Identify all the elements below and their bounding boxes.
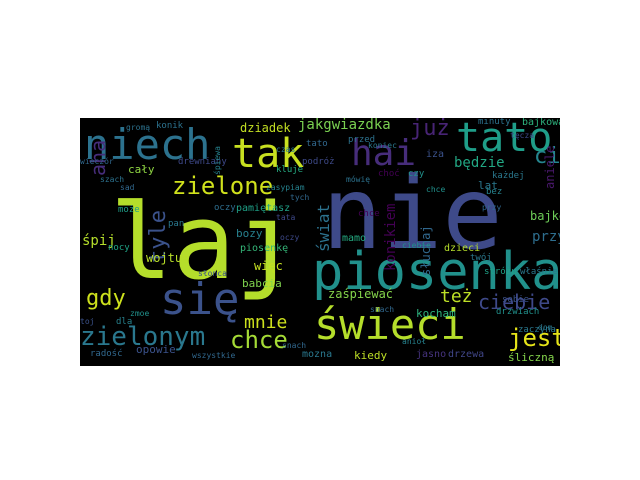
cloud-word: świat <box>316 204 332 252</box>
cloud-word: wszystkie <box>192 352 235 360</box>
cloud-word: dziadek <box>240 122 291 134</box>
cloud-word: mozna <box>302 350 332 360</box>
cloud-word: dla <box>116 318 132 327</box>
cloud-word: bajkowa <box>522 118 560 128</box>
cloud-word: aniele <box>544 146 556 189</box>
cloud-word: chce <box>358 210 380 219</box>
cloud-word: właśnie <box>520 268 558 277</box>
cloud-word: choć <box>378 170 400 179</box>
cloud-word: gdy <box>86 288 126 310</box>
cloud-word: słuchaj <box>420 226 432 277</box>
cloud-word: twój <box>470 254 492 263</box>
cloud-word: chce <box>426 186 445 194</box>
cloud-word: snach <box>370 306 394 314</box>
cloud-word: mnie <box>244 314 287 332</box>
cloud-word: dom <box>538 324 552 332</box>
cloud-word: podróż <box>302 158 335 167</box>
cloud-word: jasno <box>416 350 446 360</box>
cloud-word: konik <box>156 122 183 131</box>
cloud-word: cały <box>128 164 155 175</box>
cloud-word: piosenkę <box>240 244 288 254</box>
cloud-word: czy <box>408 170 424 179</box>
word-cloud: laj nie piosenka świeci niech tak hai tato się zi… <box>80 118 560 366</box>
cloud-word: tęcza <box>510 132 534 140</box>
cloud-word: oczy <box>280 234 299 242</box>
cloud-word: zmoe <box>130 310 149 318</box>
cloud-word: każdej <box>492 172 525 181</box>
cloud-word: tych <box>290 194 309 202</box>
cloud-word: kluje <box>276 166 303 175</box>
cloud-word: bozy <box>236 228 263 239</box>
cloud-word: bajkę <box>530 210 560 222</box>
cloud-word: wieczór <box>80 158 114 166</box>
cloud-word: ciebie <box>402 242 431 250</box>
cloud-word: opowie <box>136 344 176 355</box>
cloud-word: zielone <box>172 174 273 198</box>
cloud-word: babcia <box>242 278 282 289</box>
cloud-word: snach <box>282 342 306 350</box>
cloud-word: oczy <box>214 204 236 213</box>
cloud-word: iza <box>426 150 444 160</box>
cloud-word: stróżu <box>484 268 517 277</box>
cloud-word: śliczną <box>508 352 554 363</box>
cloud-word: konikiem <box>384 204 398 271</box>
cloud-word: drzewa <box>448 350 484 360</box>
cloud-word: sobie <box>502 296 529 305</box>
cloud-word: anioł <box>402 338 426 346</box>
cloud-word: się <box>160 278 239 322</box>
cloud-word: śpiewa <box>214 146 222 175</box>
cloud-word: zaśpiewać <box>328 288 393 300</box>
cloud-word: drzwiach <box>496 308 539 317</box>
cloud-word: zasypiam <box>266 184 305 192</box>
cloud-word: tata <box>276 214 295 222</box>
cloud-word: kiedy <box>354 350 387 361</box>
cloud-word: nocy <box>108 244 130 253</box>
cloud-word: może <box>118 206 140 215</box>
cloud-word: przy <box>482 204 501 212</box>
cloud-word: tato <box>306 140 328 149</box>
cloud-word: pan <box>168 220 184 229</box>
cloud-word: będzie <box>454 156 505 170</box>
cloud-word: toj <box>80 318 94 326</box>
cloud-word: jakgwiazdka <box>298 118 391 132</box>
cloud-word: czas <box>276 146 295 154</box>
cloud-word: bez <box>486 188 502 197</box>
cloud-word: mamo <box>342 234 366 244</box>
cloud-word: sad <box>120 184 134 192</box>
cloud-word: radość <box>90 350 123 359</box>
cloud-word: mówię <box>346 176 370 184</box>
cloud-word: koniec <box>368 142 397 150</box>
cloud-word: minuty <box>478 118 511 127</box>
cloud-word: więc <box>254 260 283 272</box>
cloud-word: słonca <box>198 270 227 278</box>
cloud-word: kocham <box>416 308 456 319</box>
cloud-word: gromą <box>126 124 150 132</box>
cloud-word: już <box>410 118 450 140</box>
cloud-word: przy <box>532 230 560 244</box>
cloud-word: wojtuś <box>146 252 189 264</box>
cloud-word: też <box>440 288 473 306</box>
